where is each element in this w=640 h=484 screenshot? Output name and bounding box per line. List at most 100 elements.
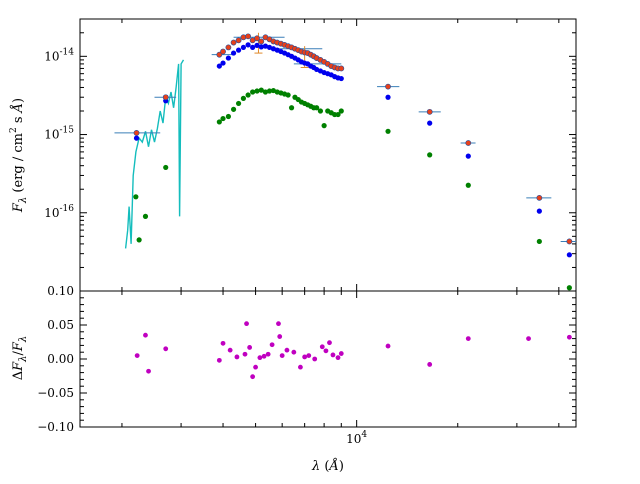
residual-point xyxy=(284,347,290,353)
residual-point xyxy=(335,355,341,361)
residual-point xyxy=(566,334,572,340)
observed-point xyxy=(385,83,391,90)
model-green-point xyxy=(254,88,260,94)
model-blue-point xyxy=(225,55,232,61)
model-green-point xyxy=(338,108,344,114)
observed-point xyxy=(426,108,433,115)
model-blue-point xyxy=(250,44,256,51)
x-tick-label: 104 xyxy=(346,430,367,446)
residual-point xyxy=(163,346,169,352)
residual-point xyxy=(291,349,297,355)
model-blue-point xyxy=(230,50,237,56)
model-green-point xyxy=(142,213,149,219)
observed-point xyxy=(254,35,260,42)
y-tick-label: 10-14 xyxy=(44,47,74,63)
residual-point xyxy=(526,336,531,341)
residual-point xyxy=(319,344,325,350)
residual-point xyxy=(312,356,318,362)
model-blue-point xyxy=(266,44,273,51)
model-blue-point xyxy=(338,75,344,82)
model-blue-point xyxy=(385,94,391,100)
residual-point xyxy=(143,332,148,338)
residual-point xyxy=(261,353,267,359)
residual-point xyxy=(298,364,303,370)
residual-frame xyxy=(79,290,577,428)
observed-point xyxy=(133,129,140,136)
observed-point xyxy=(245,33,251,40)
residual-point xyxy=(253,364,258,370)
model-green-point xyxy=(245,92,251,98)
model-green-point xyxy=(225,113,232,120)
residual-point xyxy=(242,351,248,357)
residual-point xyxy=(146,368,151,374)
model-green-point xyxy=(317,108,324,114)
model-blue-point xyxy=(427,120,433,126)
residual-point xyxy=(276,321,281,327)
model-blue-point xyxy=(254,42,260,48)
residual-point xyxy=(244,321,249,327)
residual-point xyxy=(220,340,226,346)
observed-point xyxy=(162,94,169,101)
model-green-point xyxy=(566,285,572,291)
sed-data xyxy=(114,32,576,291)
model-green-point xyxy=(216,119,222,125)
residual-point xyxy=(269,342,275,348)
sed-frame xyxy=(79,18,577,292)
y-tick-label: 10-15 xyxy=(44,126,74,142)
model-green-point xyxy=(335,111,341,118)
model-green-point xyxy=(288,105,295,111)
model-green-point xyxy=(133,194,139,200)
observed-point xyxy=(235,37,242,44)
residual-panel: 104 0.10 0.05 0.00 −0.05 −0.10 xyxy=(37,284,577,446)
sed-ylabel: Fλ (erg / cm2 s Å) xyxy=(9,98,29,213)
spectrum-line xyxy=(124,59,185,249)
model-blue-point xyxy=(216,63,222,69)
residual-point xyxy=(427,362,433,367)
model-green-point xyxy=(266,88,273,94)
model-green-point xyxy=(536,238,542,245)
y-tick-label: 0.05 xyxy=(47,318,74,332)
sed-panel: 10-14 10-15 10-16 xyxy=(44,18,577,292)
observed-point xyxy=(465,140,472,146)
residual-point xyxy=(385,343,391,349)
y-tick-label: 0.10 xyxy=(47,284,74,298)
residual-point xyxy=(465,336,471,341)
model-blue-point xyxy=(536,208,542,214)
residual-ylabel: ΔFλ/Fλ xyxy=(11,336,29,381)
observed-point xyxy=(240,34,247,41)
model-blue-point xyxy=(566,252,572,258)
observed-point xyxy=(220,48,226,55)
model-blue-point xyxy=(240,44,247,51)
residual-point xyxy=(327,340,332,346)
residual-point xyxy=(257,355,263,361)
model-green-point xyxy=(427,152,433,158)
residual-point xyxy=(247,345,253,350)
model-green-point xyxy=(240,95,247,101)
model-blue-point xyxy=(258,44,264,50)
model-green-point xyxy=(314,105,320,111)
residual-point xyxy=(234,354,240,360)
model-green-point xyxy=(262,89,269,95)
observed-point xyxy=(230,39,237,46)
residual-point xyxy=(227,347,233,353)
x-axis-label: λ (Å) xyxy=(311,458,344,474)
residual-point xyxy=(306,353,312,358)
residual-point xyxy=(265,351,271,357)
model-green-point xyxy=(258,87,264,93)
residual-point xyxy=(330,352,336,358)
model-green-point xyxy=(321,123,327,129)
observed-point xyxy=(258,38,265,45)
observed-point xyxy=(338,65,345,72)
residual-point xyxy=(338,351,344,356)
model-green-point xyxy=(385,128,391,134)
model-green-point xyxy=(285,92,291,98)
model-green-point xyxy=(136,237,142,243)
y-tick-label: −0.05 xyxy=(37,386,74,400)
observed-point xyxy=(566,238,573,245)
model-green-point xyxy=(235,100,242,107)
model-blue-point xyxy=(245,42,251,48)
residual-point xyxy=(279,353,285,358)
residual-point xyxy=(216,357,222,363)
